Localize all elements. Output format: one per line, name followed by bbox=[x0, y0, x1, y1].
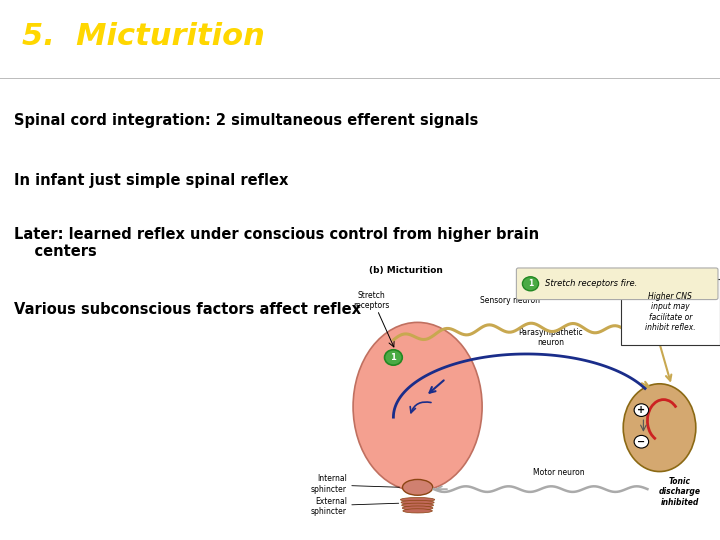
Ellipse shape bbox=[402, 503, 433, 508]
Text: Stretch
receptors: Stretch receptors bbox=[353, 291, 390, 310]
Text: Internal
sphincter: Internal sphincter bbox=[311, 474, 347, 494]
FancyBboxPatch shape bbox=[516, 268, 718, 300]
Text: Parasympathetic
neuron: Parasympathetic neuron bbox=[518, 328, 583, 347]
Text: (b) Micturition: (b) Micturition bbox=[369, 266, 443, 275]
Ellipse shape bbox=[402, 480, 433, 495]
Text: 5.  Micturition: 5. Micturition bbox=[22, 22, 264, 51]
Text: Sensory neuron: Sensory neuron bbox=[480, 296, 540, 305]
Text: Various subconscious factors affect reflex: Various subconscious factors affect refl… bbox=[14, 302, 361, 318]
Ellipse shape bbox=[353, 322, 482, 491]
Text: Tonic
discharge
inhibited: Tonic discharge inhibited bbox=[659, 477, 701, 507]
Circle shape bbox=[634, 404, 649, 416]
Text: +: + bbox=[637, 405, 645, 415]
Ellipse shape bbox=[401, 501, 434, 504]
Ellipse shape bbox=[403, 509, 432, 513]
Text: 1: 1 bbox=[390, 353, 396, 362]
FancyBboxPatch shape bbox=[621, 279, 720, 345]
Text: Later: learned reflex under conscious control from higher brain
    centers: Later: learned reflex under conscious co… bbox=[14, 227, 539, 259]
Ellipse shape bbox=[402, 506, 433, 510]
Circle shape bbox=[523, 276, 539, 291]
Ellipse shape bbox=[624, 384, 696, 471]
Ellipse shape bbox=[400, 497, 435, 502]
Circle shape bbox=[634, 435, 649, 448]
Text: External
sphincter: External sphincter bbox=[311, 497, 347, 516]
Text: 1: 1 bbox=[528, 279, 533, 288]
Text: Motor neuron: Motor neuron bbox=[533, 468, 585, 477]
Circle shape bbox=[384, 350, 402, 365]
Text: Higher CNS
input may
facilitate or
inhibit reflex.: Higher CNS input may facilitate or inhib… bbox=[645, 292, 696, 332]
Text: −: − bbox=[637, 437, 645, 447]
Text: Spinal cord integration: 2 simultaneous efferent signals: Spinal cord integration: 2 simultaneous … bbox=[14, 113, 479, 129]
Text: Stretch receptors fire.: Stretch receptors fire. bbox=[544, 279, 637, 288]
Text: In infant just simple spinal reflex: In infant just simple spinal reflex bbox=[14, 173, 289, 188]
